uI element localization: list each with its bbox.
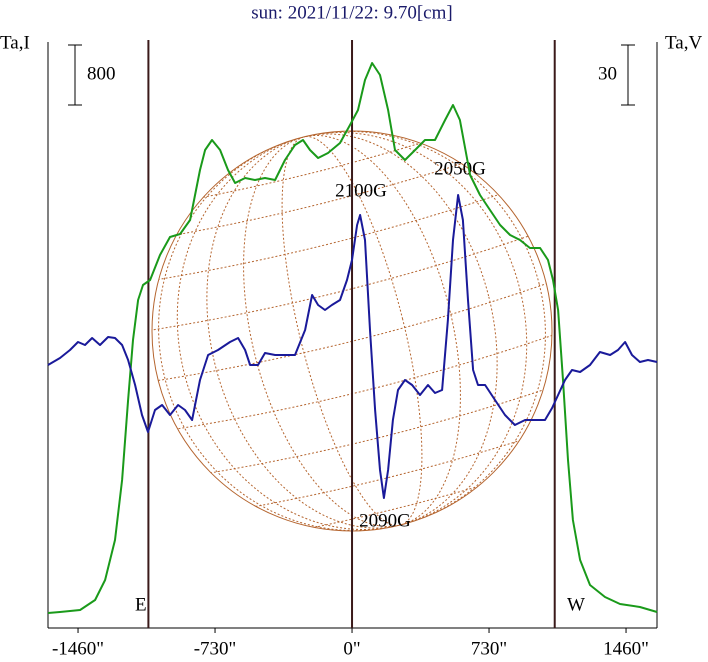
y-axis-label: Ta,I — [0, 32, 30, 53]
x-tick-label: 730" — [471, 638, 507, 659]
annotation: 2050G — [434, 158, 486, 179]
annotation: 2100G — [335, 180, 387, 201]
x-tick-label: -1460" — [52, 638, 104, 659]
x-tick-label: 1460" — [603, 638, 649, 659]
x-tick-label: 0" — [343, 638, 360, 659]
east-label: E — [135, 594, 147, 615]
y2-axis-label: Ta,V — [665, 32, 702, 53]
annotation: 2090G — [359, 510, 411, 531]
scale-bar-label: 30 — [598, 63, 617, 84]
series-line — [47, 62, 658, 614]
x-tick-label: -730" — [194, 638, 237, 659]
west-label: W — [567, 594, 585, 615]
chart-title: sun: 2021/11/22: 9.70[cm] — [251, 2, 452, 23]
scale-bar-label: 800 — [87, 63, 116, 84]
series-line — [47, 194, 658, 499]
